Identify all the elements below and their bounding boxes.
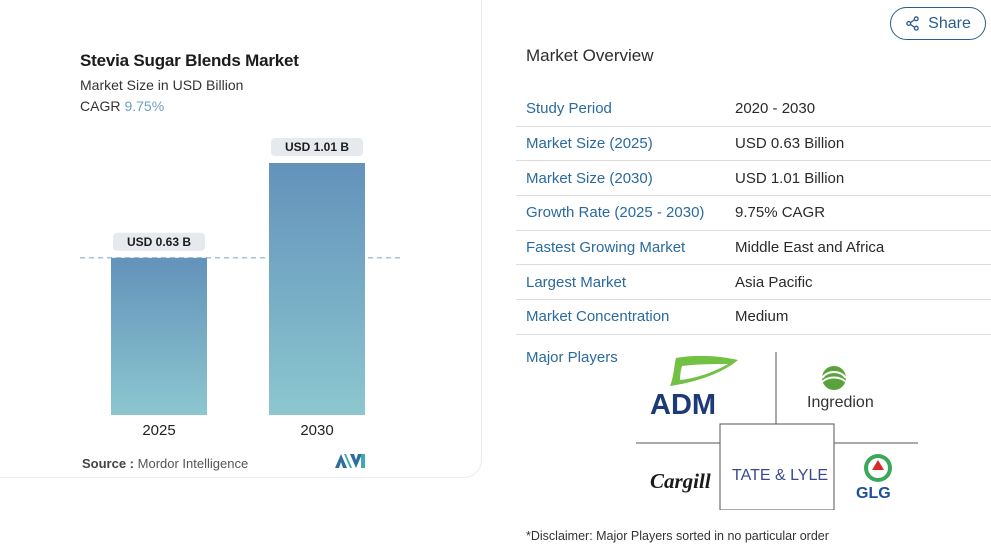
major-players-label: Major Players xyxy=(526,349,618,366)
chart-card xyxy=(0,0,482,478)
chart-subtitle: Market Size in USD Billion xyxy=(80,77,244,93)
bar-2030 xyxy=(269,163,365,415)
x-tick-label: 2025 xyxy=(142,422,175,439)
overview-row: Market Concentration Medium xyxy=(516,300,991,335)
row-key: Market Concentration xyxy=(526,308,670,326)
major-players-logos: ADM Ingredion Cargill TATE & LYLE GLG xyxy=(636,352,918,510)
adm-logo-icon: ADM xyxy=(650,355,738,421)
row-value: Asia Pacific xyxy=(735,273,813,291)
row-value: 9.75% CAGR xyxy=(735,204,826,222)
data-label-bg xyxy=(113,232,205,251)
overview-table: Study Period 2020 - 2030 Market Size (202… xyxy=(516,92,991,335)
tate-lyle-logo-icon: TATE & LYLE xyxy=(732,467,828,484)
player-adm: ADM xyxy=(650,389,716,421)
row-key: Fastest Growing Market xyxy=(526,239,686,257)
overview-row: Largest Market Asia Pacific xyxy=(516,265,991,301)
share-icon xyxy=(906,16,919,31)
overview-row: Growth Rate (2025 - 2030) 9.75% CAGR xyxy=(516,196,991,231)
bar-chart: USD 0.63 B 2025 USD 1.01 B 2030 xyxy=(80,138,400,439)
overview-row: Fastest Growing Market Middle East and Af… xyxy=(516,231,991,266)
source-value: Mordor Intelligence xyxy=(137,456,249,471)
row-key: Study Period xyxy=(526,100,612,118)
row-value: USD 1.01 Billion xyxy=(735,169,845,187)
ingredion-logo-icon: Ingredion xyxy=(807,366,874,411)
chart-source: Source : Mordor Intelligence xyxy=(82,456,248,471)
overview-row: Market Size (2030) USD 1.01 Billion xyxy=(516,161,991,197)
player-ingredion: Ingredion xyxy=(807,394,874,411)
chart-title: Stevia Sugar Blends Market xyxy=(80,51,299,70)
player-tate-lyle: TATE & LYLE xyxy=(732,467,828,484)
overview-row: Study Period 2020 - 2030 xyxy=(516,92,991,127)
row-value: USD 0.63 Billion xyxy=(735,135,845,153)
overview-title: Market Overview xyxy=(526,46,654,65)
player-cargill: Cargill xyxy=(650,469,711,493)
bar-2025 xyxy=(111,257,207,415)
cargill-logo-icon: Cargill xyxy=(650,469,711,493)
row-key: Market Size (2025) xyxy=(526,135,653,153)
mordor-logo-icon xyxy=(335,454,365,468)
data-label-bg xyxy=(271,138,363,156)
data-label: USD 0.63 B xyxy=(127,235,191,249)
disclaimer: *Disclaimer: Major Players sorted in no … xyxy=(526,529,829,543)
row-key: Growth Rate (2025 - 2030) xyxy=(526,204,705,222)
player-glg: GLG xyxy=(856,485,891,502)
glg-logo-icon: GLG xyxy=(856,454,892,502)
row-key: Largest Market xyxy=(526,273,627,291)
source-label: Source : xyxy=(82,456,135,471)
row-value: Medium xyxy=(735,308,789,326)
row-key: Market Size (2030) xyxy=(526,169,653,187)
data-label: USD 1.01 B xyxy=(285,140,349,154)
row-value: Middle East and Africa xyxy=(735,239,885,257)
x-tick-label: 2030 xyxy=(300,422,333,439)
share-button[interactable]: Share xyxy=(890,7,986,40)
row-value: 2020 - 2030 xyxy=(735,100,816,118)
cagr-value: 9.75% xyxy=(124,98,165,114)
share-label: Share xyxy=(928,14,971,32)
cagr-label: CAGR xyxy=(80,98,121,114)
chart-cagr: CAGR 9.75% xyxy=(80,98,164,114)
overview-row: Market Size (2025) USD 0.63 Billion xyxy=(516,127,991,162)
